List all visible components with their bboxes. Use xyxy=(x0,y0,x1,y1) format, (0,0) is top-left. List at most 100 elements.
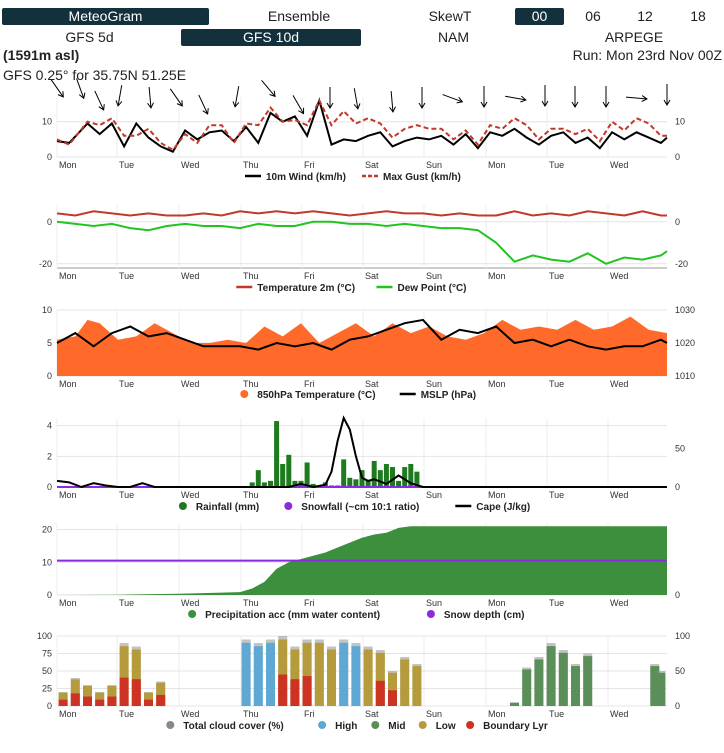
wind-arrow-head xyxy=(456,96,464,104)
wind-direction-arrow xyxy=(602,86,610,108)
cloud-bar-boundary xyxy=(144,699,153,706)
legend-label: Max Gust (km/h) xyxy=(383,172,461,183)
wind-direction-arrow xyxy=(625,95,648,102)
cloud-bar-layer xyxy=(351,646,361,706)
series-line xyxy=(56,415,667,489)
legend-label: Snowfall (~cm 10:1 ratio) xyxy=(301,502,419,513)
run-hour-18[interactable]: 18 xyxy=(690,8,706,24)
wind-arrow-head xyxy=(663,99,671,106)
day-tick-label: Fri xyxy=(304,160,315,170)
cloud-bar-boundary xyxy=(95,699,105,706)
rain-bar xyxy=(261,482,267,487)
series-line xyxy=(56,210,667,217)
wind-direction-arrow xyxy=(147,86,154,109)
legend-swatch xyxy=(166,721,175,729)
cloud-bar-boundary xyxy=(290,679,300,706)
rain-bar xyxy=(383,464,389,487)
day-tick-label: Sat xyxy=(365,598,379,608)
wind-arrow-head xyxy=(353,103,361,110)
wind-direction-arrow xyxy=(169,88,183,107)
cloud-bar-layer xyxy=(388,672,397,706)
wind-arrow-head xyxy=(269,90,276,98)
cloud-bar-layer xyxy=(583,656,593,706)
wind-arrow-head xyxy=(641,95,648,102)
y-tick-label: 2 xyxy=(47,451,52,461)
cloud-bar-layer xyxy=(375,652,385,706)
wind-direction-arrow xyxy=(505,95,527,103)
day-tick-label: Mon xyxy=(59,490,77,500)
run-hour-12[interactable]: 12 xyxy=(637,8,653,24)
rain-bar xyxy=(402,467,408,487)
cloud-bar-boundary xyxy=(83,696,92,706)
y-tick-label: 10 xyxy=(42,557,52,567)
y-tick-label: 0 xyxy=(47,482,52,492)
wind-arrow-head xyxy=(115,100,123,107)
day-tick-label: Mon xyxy=(59,709,77,719)
wind-direction-arrow xyxy=(292,95,305,115)
nav-tab-ensemble[interactable]: Ensemble xyxy=(267,8,331,24)
chart-temp: Mon Tue Wed Thu Fri Sat Sun Mon Tue Wed 0 -20 0 -20 Te… xyxy=(39,205,688,294)
rain-bar xyxy=(390,467,395,487)
cloud-bar-layer xyxy=(571,666,580,706)
cloud-bar-boundary xyxy=(278,674,288,706)
wind-direction-arrow xyxy=(232,86,240,108)
day-tick-label: Sun xyxy=(426,271,442,281)
rain-bar xyxy=(396,480,402,487)
y2-tick-label: 0 xyxy=(675,482,680,492)
y-tick-label: 0 xyxy=(47,701,52,711)
model-tab-nam[interactable]: NAM xyxy=(437,29,470,45)
wind-direction-arrow xyxy=(480,86,488,108)
rain-bar xyxy=(365,480,371,487)
run-hour-00[interactable]: 00 xyxy=(515,8,564,25)
wind-arrow-head xyxy=(57,91,64,98)
model-tab-gfs5d[interactable]: GFS 5d xyxy=(65,29,114,45)
nav-tab-meteogram[interactable]: MeteoGram xyxy=(2,8,209,25)
y-tick-label: 0 xyxy=(47,152,52,162)
wind-direction-arrow xyxy=(94,90,105,111)
cloud-bar-layer xyxy=(144,692,153,706)
rain-bar xyxy=(286,454,292,487)
rain-bar xyxy=(377,470,383,487)
day-tick-label: Fri xyxy=(304,709,315,719)
wind-arrow-head xyxy=(98,104,105,111)
y2-tick-label: 0 xyxy=(675,590,680,600)
wind-direction-arrow xyxy=(571,86,579,108)
day-tick-label: Sat xyxy=(365,490,379,500)
chart-rain: Mon Tue Wed Thu Fri Sat Sun Mon Tue Wed 0 2 4 0 50 Rain… xyxy=(47,415,685,513)
day-tick-label: Mon xyxy=(488,490,506,500)
wind-arrow-shaft xyxy=(117,85,123,105)
model-tab-arpege[interactable]: ARPEGE xyxy=(604,29,664,45)
y2-tick-label: 0 xyxy=(675,217,680,227)
day-tick-label: Wed xyxy=(610,271,628,281)
nav-tab-skewt[interactable]: SkewT xyxy=(428,8,472,24)
legend-label: Precipitation acc (mm water content) xyxy=(205,610,380,621)
day-tick-label: Mon xyxy=(59,379,77,389)
cloud-bar-layer xyxy=(558,652,568,706)
day-tick-label: Wed xyxy=(181,271,199,281)
day-tick-label: Sat xyxy=(365,160,379,170)
rain-bar xyxy=(414,471,420,487)
cloud-bar-layer xyxy=(83,686,92,706)
cloud-bar-layer xyxy=(534,659,544,706)
day-tick-label: Mon xyxy=(488,379,506,389)
wind-arrow-head xyxy=(418,102,426,109)
legend-label: High xyxy=(335,721,357,732)
wind-direction-arrow xyxy=(663,84,671,106)
legend-label: Dew Point (°C) xyxy=(398,283,467,294)
wind-arrow-shaft xyxy=(50,79,64,97)
cloud-bar-layer xyxy=(510,702,519,706)
cloud-bar-boundary xyxy=(131,679,141,706)
legend-label: Cape (J/kg) xyxy=(476,502,530,513)
run-hour-06[interactable]: 06 xyxy=(585,8,601,24)
wind-arrow-shaft xyxy=(169,88,183,106)
day-tick-label: Sat xyxy=(365,379,379,389)
day-tick-label: Tue xyxy=(549,598,564,608)
legend-label: Temperature 2m (°C) xyxy=(257,283,355,294)
day-tick-label: Wed xyxy=(181,379,199,389)
series-line xyxy=(56,97,668,153)
wind-arrow-shaft xyxy=(198,94,208,114)
model-tab-gfs10d[interactable]: GFS 10d xyxy=(181,29,361,46)
y-tick-label: -20 xyxy=(39,259,52,269)
day-tick-label: Tue xyxy=(119,271,134,281)
